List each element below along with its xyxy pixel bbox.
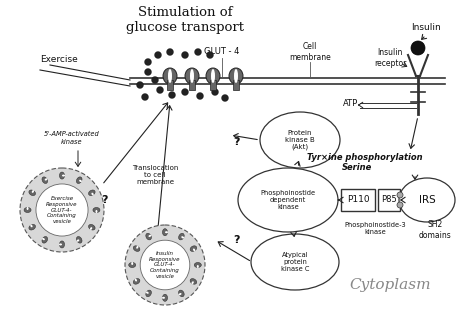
- Ellipse shape: [234, 69, 238, 83]
- Ellipse shape: [93, 207, 100, 212]
- Circle shape: [145, 69, 152, 76]
- Ellipse shape: [27, 207, 28, 210]
- Ellipse shape: [190, 279, 197, 284]
- Text: IRS: IRS: [419, 195, 436, 205]
- Circle shape: [155, 51, 162, 59]
- Text: Phosphoinostide-3
kinase: Phosphoinostide-3 kinase: [344, 222, 406, 234]
- FancyBboxPatch shape: [210, 80, 216, 90]
- Ellipse shape: [129, 263, 136, 268]
- Ellipse shape: [238, 168, 338, 232]
- Ellipse shape: [42, 177, 47, 184]
- Text: ATP: ATP: [343, 99, 358, 108]
- Text: Cytoplasm: Cytoplasm: [349, 278, 431, 292]
- Circle shape: [211, 88, 219, 95]
- Ellipse shape: [32, 190, 34, 193]
- Text: GLUT - 4: GLUT - 4: [204, 47, 240, 56]
- Text: Phosphoinostide
dependent
kinase: Phosphoinostide dependent kinase: [260, 190, 316, 210]
- FancyBboxPatch shape: [378, 189, 400, 211]
- Circle shape: [142, 94, 148, 100]
- Ellipse shape: [162, 297, 165, 299]
- Ellipse shape: [30, 224, 33, 227]
- Text: ?: ?: [102, 195, 108, 205]
- Ellipse shape: [251, 234, 339, 290]
- Ellipse shape: [76, 177, 82, 184]
- Text: Stimulation of
glucose transport: Stimulation of glucose transport: [126, 6, 244, 34]
- Ellipse shape: [146, 233, 151, 240]
- Ellipse shape: [29, 190, 36, 196]
- Ellipse shape: [135, 279, 137, 281]
- Ellipse shape: [185, 68, 199, 84]
- Circle shape: [197, 92, 203, 100]
- Ellipse shape: [133, 246, 140, 251]
- Text: Protein
kinase B
(Akt): Protein kinase B (Akt): [285, 130, 315, 150]
- Text: Serine: Serine: [342, 163, 372, 172]
- Ellipse shape: [59, 243, 62, 246]
- Text: Atypical
protein
kinase C: Atypical protein kinase C: [281, 252, 309, 272]
- Text: Cell
membrane: Cell membrane: [289, 42, 331, 62]
- Circle shape: [207, 51, 213, 59]
- Circle shape: [20, 168, 104, 252]
- Circle shape: [168, 91, 175, 99]
- Circle shape: [137, 82, 144, 88]
- Text: Exercise
Responsive
GLUT-4-
Containing
vesicle: Exercise Responsive GLUT-4- Containing v…: [46, 196, 78, 224]
- Ellipse shape: [194, 263, 201, 268]
- FancyBboxPatch shape: [233, 80, 239, 90]
- Ellipse shape: [168, 69, 172, 83]
- Circle shape: [194, 48, 201, 55]
- Ellipse shape: [79, 180, 82, 182]
- Ellipse shape: [211, 69, 215, 83]
- Text: Insulin
Responsive
GLUT-4-
Containing
vesicle: Insulin Responsive GLUT-4- Containing ve…: [149, 251, 181, 279]
- Ellipse shape: [179, 290, 184, 297]
- Text: Exercise: Exercise: [40, 55, 78, 64]
- FancyBboxPatch shape: [189, 80, 195, 90]
- Ellipse shape: [206, 68, 220, 84]
- Ellipse shape: [399, 178, 455, 222]
- Ellipse shape: [193, 249, 195, 251]
- FancyBboxPatch shape: [341, 189, 375, 211]
- Ellipse shape: [91, 193, 94, 196]
- Ellipse shape: [163, 294, 167, 301]
- Text: 5'-AMP-activated
kinase: 5'-AMP-activated kinase: [44, 131, 100, 144]
- Ellipse shape: [133, 279, 140, 284]
- Circle shape: [182, 51, 189, 59]
- Circle shape: [166, 48, 173, 55]
- Ellipse shape: [136, 246, 138, 249]
- Ellipse shape: [42, 237, 47, 243]
- Circle shape: [145, 59, 152, 65]
- Ellipse shape: [163, 229, 167, 236]
- Ellipse shape: [131, 262, 133, 265]
- Ellipse shape: [191, 281, 194, 284]
- Ellipse shape: [76, 237, 82, 243]
- Text: P110: P110: [346, 196, 369, 205]
- Ellipse shape: [165, 231, 168, 233]
- Circle shape: [397, 202, 403, 208]
- Circle shape: [221, 95, 228, 101]
- Text: P85: P85: [381, 196, 397, 205]
- Text: Tyr×ine phosphorylation: Tyr×ine phosphorylation: [307, 153, 423, 162]
- Ellipse shape: [62, 175, 65, 177]
- Text: ?: ?: [234, 235, 240, 245]
- Circle shape: [411, 41, 425, 55]
- Ellipse shape: [182, 236, 184, 238]
- Text: Insulin: Insulin: [411, 24, 441, 33]
- Circle shape: [152, 77, 158, 83]
- Circle shape: [36, 184, 88, 236]
- Circle shape: [140, 240, 190, 290]
- Ellipse shape: [190, 69, 194, 83]
- Ellipse shape: [60, 241, 64, 248]
- Ellipse shape: [163, 68, 177, 84]
- Ellipse shape: [24, 207, 31, 212]
- Ellipse shape: [260, 112, 340, 168]
- Ellipse shape: [148, 235, 151, 237]
- Text: Insulin
receptor: Insulin receptor: [374, 48, 406, 68]
- Ellipse shape: [179, 233, 184, 240]
- Text: Translocation
to cell
membrane: Translocation to cell membrane: [132, 165, 178, 185]
- Circle shape: [156, 86, 164, 94]
- Ellipse shape: [29, 224, 36, 230]
- FancyBboxPatch shape: [167, 80, 173, 90]
- Ellipse shape: [42, 238, 45, 240]
- Circle shape: [397, 192, 403, 198]
- Ellipse shape: [76, 239, 79, 242]
- Ellipse shape: [60, 172, 64, 179]
